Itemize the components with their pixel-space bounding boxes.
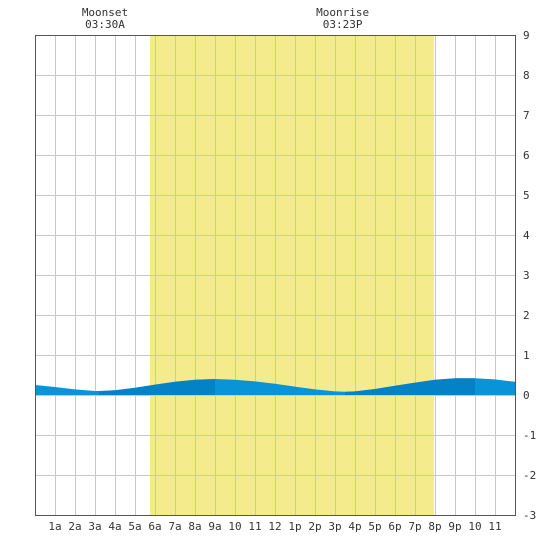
- y-tick-label: 6: [523, 149, 530, 162]
- moon-event-label: Moonrise: [316, 6, 369, 19]
- y-tick-label: 5: [523, 189, 530, 202]
- y-tick-label: 2: [523, 309, 530, 322]
- tide-area-rising: [99, 379, 215, 395]
- x-tick-label: 9a: [208, 520, 221, 533]
- y-tick-label: 8: [523, 69, 530, 82]
- tide-area-rising: [345, 378, 475, 395]
- x-tick-label: 10: [228, 520, 241, 533]
- x-tick-label: 12: [268, 520, 281, 533]
- moon-event-time: 03:30A: [85, 18, 125, 31]
- x-axis-ticks: 1a 2a 3a 4a 5a 6a 7a 8a 9a 10 11 12 1p 2p 3p 4p 5p 6p 7p 8p…: [48, 520, 501, 533]
- x-tick-label: 1a: [48, 520, 61, 533]
- x-tick-label: 7a: [168, 520, 181, 533]
- x-tick-label: 9p: [448, 520, 461, 533]
- y-tick-label: -3: [523, 509, 536, 522]
- x-tick-label: 11: [248, 520, 261, 533]
- y-tick-label: -1: [523, 429, 536, 442]
- y-tick-label: 4: [523, 229, 530, 242]
- tide-area-layer: [35, 378, 515, 395]
- y-tick-label: 3: [523, 269, 530, 282]
- x-tick-label: 5p: [368, 520, 381, 533]
- y-tick-label: 1: [523, 349, 530, 362]
- x-tick-label: 2p: [308, 520, 321, 533]
- y-tick-label: 0: [523, 389, 530, 402]
- x-tick-label: 8p: [428, 520, 441, 533]
- x-tick-label: 4a: [108, 520, 121, 533]
- x-tick-label: 8a: [188, 520, 201, 533]
- x-tick-label: 6a: [148, 520, 161, 533]
- moon-event-time: 03:23P: [323, 18, 363, 31]
- x-tick-label: 5a: [128, 520, 141, 533]
- x-tick-label: 7p: [408, 520, 421, 533]
- plot-frame: [35, 35, 516, 516]
- x-tick-label: 6p: [388, 520, 401, 533]
- x-tick-label: 1p: [288, 520, 301, 533]
- x-tick-label: 4p: [348, 520, 361, 533]
- grid-lines: [35, 35, 515, 515]
- y-tick-label: -2: [523, 469, 536, 482]
- x-tick-label: 3a: [88, 520, 101, 533]
- x-tick-label: 2a: [68, 520, 81, 533]
- y-tick-label: 7: [523, 109, 530, 122]
- y-tick-label: 9: [523, 29, 530, 42]
- moon-event-label: Moonset: [82, 6, 128, 19]
- y-axis-ticks: 9 8 7 6 5 4 3 2 1 0 -1 -2 -3: [523, 29, 536, 522]
- x-tick-label: 11: [488, 520, 501, 533]
- x-tick-label: 10: [468, 520, 481, 533]
- x-tick-label: 3p: [328, 520, 341, 533]
